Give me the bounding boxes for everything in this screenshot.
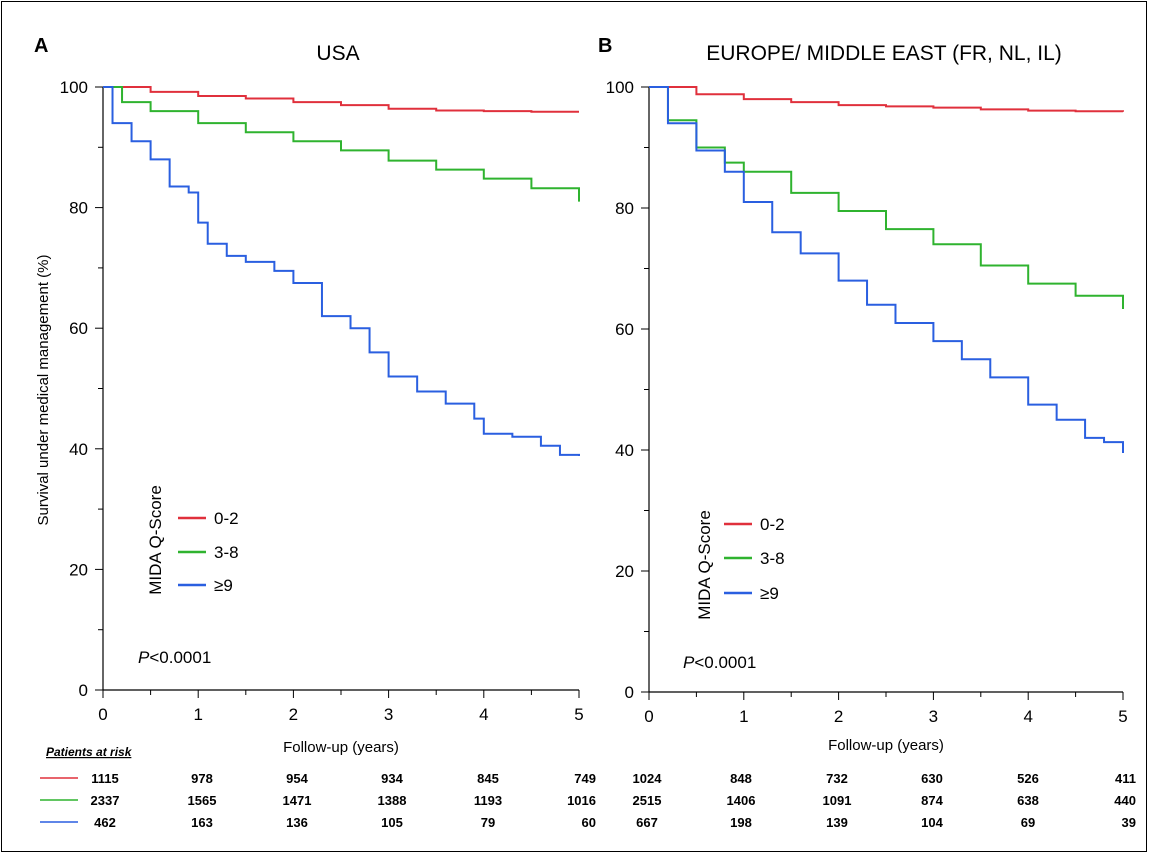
panel-a-y-tick-label: 100 — [60, 78, 88, 97]
risk-cell: 934 — [381, 771, 403, 786]
panel-b-legend-label: 3-8 — [760, 549, 785, 568]
panel-a-y-tick-label: 20 — [69, 560, 88, 579]
panel-a-x-axis-label: Follow-up (years) — [283, 739, 399, 756]
risk-cell: 69 — [1021, 815, 1035, 830]
panel-b-y-tick-label: 80 — [615, 199, 634, 218]
risk-cell: 462 — [94, 815, 116, 830]
panel-a-x-tick-label: 3 — [384, 705, 393, 724]
panel-b-x-axis-label: Follow-up (years) — [828, 737, 944, 754]
risk-cell: 60 — [582, 815, 596, 830]
risk-cell: 411 — [1115, 771, 1136, 786]
panel-a-y-axis-label: Survival under medical management (%) — [35, 255, 52, 526]
panel-b-x-tick-label: 0 — [644, 707, 653, 726]
panel-b-title: EUROPE/ MIDDLE EAST (FR, NL, IL) — [706, 42, 1062, 65]
panel-a-plot: 0 20 40 60 80 100 0 1 2 3 4 5 0-2 3-8 ≥9 — [60, 78, 584, 724]
panel-a-series-mid-line — [103, 86, 580, 202]
panel-a-letter: A — [34, 35, 48, 57]
panel-b-x-tick-label: 4 — [1023, 707, 1032, 726]
risk-cell: 526 — [1017, 771, 1039, 786]
risk-cell: 1193 — [474, 793, 502, 808]
patients-at-risk-table: 1115 978 954 934 845 749 2337 1565 1471 1388 1193 1… — [40, 771, 1136, 830]
risk-cell: 1471 — [283, 793, 312, 808]
panel-a-x-tick-label: 2 — [289, 705, 298, 724]
risk-cell: 1024 — [633, 771, 663, 786]
risk-cell: 198 — [730, 815, 752, 830]
panel-a-title: USA — [316, 42, 359, 65]
panel-a-x-tick-label: 4 — [479, 705, 488, 724]
panel-b-x-tick-label: 3 — [929, 707, 938, 726]
panel-b-x-tick-label: 2 — [834, 707, 843, 726]
risk-cell: 630 — [921, 771, 943, 786]
risk-cell: 104 — [921, 815, 943, 830]
risk-cell: 39 — [1122, 815, 1136, 830]
panel-a-legend-label: 0-2 — [214, 509, 239, 528]
risk-cell: 848 — [730, 771, 752, 786]
panel-a-p-value: P<0.0001 — [138, 648, 211, 667]
risk-cell: 954 — [286, 771, 308, 786]
risk-cell: 440 — [1114, 793, 1136, 808]
panel-b-series-mid-line — [649, 86, 1124, 310]
panel-a-y-tick-label: 0 — [79, 681, 88, 700]
risk-cell: 139 — [826, 815, 848, 830]
panel-a-series-low-line — [103, 86, 579, 113]
risk-cell: 2337 — [91, 793, 120, 808]
panel-b-plot: 0 20 40 60 80 100 0 1 2 3 4 5 0-2 3-8 ≥9 — [606, 78, 1128, 726]
risk-cell: 1091 — [823, 793, 852, 808]
panel-b-y-tick-label: 60 — [615, 320, 634, 339]
risk-cell: 845 — [477, 771, 499, 786]
risk-cell: 163 — [191, 815, 213, 830]
risk-cell: 638 — [1017, 793, 1039, 808]
risk-cell: 105 — [381, 815, 403, 830]
panel-a-y-tick-label: 60 — [69, 319, 88, 338]
panel-b-y-tick-label: 0 — [625, 683, 634, 702]
risk-cell: 874 — [921, 793, 943, 808]
panel-a-x-tick-label: 5 — [574, 705, 583, 724]
panel-b-legend-label: 0-2 — [760, 515, 785, 534]
panel-b-legend-label: ≥9 — [760, 584, 779, 603]
risk-cell: 1406 — [727, 793, 756, 808]
risk-cell: 978 — [191, 771, 213, 786]
panel-b-letter: B — [598, 35, 612, 57]
panel-a-x-tick-label: 1 — [193, 705, 202, 724]
panel-a-legend-label: ≥9 — [214, 576, 233, 595]
patients-at-risk-title: Patients at risk — [46, 745, 133, 759]
panel-a-series-high-line — [103, 86, 580, 457]
panel-a-x-tick-label: 0 — [98, 705, 107, 724]
panel-b-series-low-line — [649, 86, 1124, 113]
risk-cell: 667 — [636, 815, 658, 830]
panel-a-legend-title: MIDA Q-Score — [146, 485, 165, 595]
panel-a-y-tick-label: 40 — [69, 440, 88, 459]
panel-b-y-tick-label: 40 — [615, 441, 634, 460]
risk-cell: 732 — [826, 771, 848, 786]
panel-b-y-tick-label: 100 — [606, 78, 634, 97]
risk-cell: 1388 — [378, 793, 407, 808]
panel-a-legend-label: 3-8 — [214, 543, 239, 562]
panel-b-series-high-line — [649, 86, 1124, 454]
panel-b-y-tick-label: 20 — [615, 562, 634, 581]
risk-cell: 1016 — [567, 793, 596, 808]
panel-b-x-tick-label: 1 — [739, 707, 748, 726]
risk-cell: 1565 — [188, 793, 217, 808]
risk-cell: 749 — [574, 771, 596, 786]
panel-b-legend-title: MIDA Q-Score — [695, 510, 714, 620]
panel-a-y-tick-label: 80 — [69, 199, 88, 218]
risk-cell: 2515 — [633, 793, 662, 808]
risk-cell: 1115 — [91, 771, 119, 786]
panel-b-x-tick-label: 5 — [1118, 707, 1127, 726]
risk-cell: 79 — [481, 815, 495, 830]
panel-b-p-value: P<0.0001 — [683, 653, 756, 672]
risk-cell: 136 — [286, 815, 308, 830]
